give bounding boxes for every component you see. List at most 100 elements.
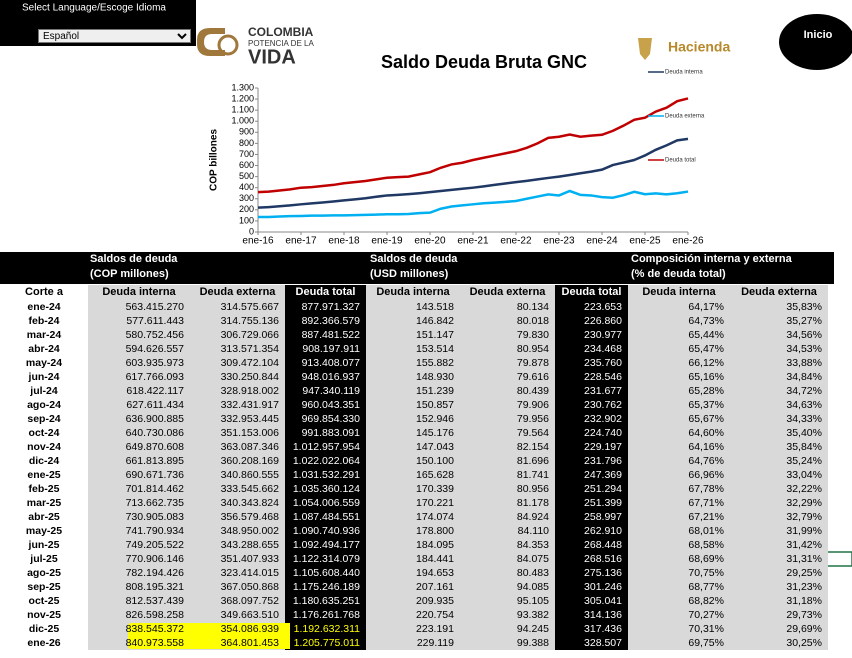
cell: 95.105 (517, 595, 549, 607)
cell: 1.092.494.177 (293, 539, 360, 551)
row-label: ago-25 (27, 567, 61, 579)
column-header: Deuda total (296, 286, 356, 298)
cell: 713.662.735 (126, 497, 185, 509)
cell: 317.436 (584, 623, 622, 635)
cell: 70,27% (688, 609, 724, 621)
cell: 226.860 (584, 315, 622, 327)
row-label: nov-24 (27, 441, 61, 453)
cell: 1.012.957.954 (293, 441, 360, 453)
cell: 1.105.608.440 (293, 567, 360, 579)
row-label: oct-24 (29, 427, 60, 439)
cell: 314.575.667 (221, 301, 280, 313)
y-tick-label: 100 (239, 215, 254, 225)
y-tick-label: 1.200 (231, 93, 254, 103)
cell: 79.830 (517, 329, 549, 341)
cell: 31,31% (786, 553, 822, 565)
cell: 81.696 (517, 455, 549, 467)
cell: 31,23% (786, 581, 822, 593)
row-label: ene-24 (27, 301, 60, 313)
cell: 251.399 (584, 497, 622, 509)
column-bg (555, 284, 628, 650)
y-tick-label: 800 (239, 138, 254, 148)
cell: 661.813.895 (126, 455, 185, 467)
cell: 150.857 (416, 399, 454, 411)
home-button[interactable] (779, 14, 852, 70)
cell: 35,83% (786, 301, 822, 313)
cell: 32,79% (786, 511, 822, 523)
row-label: dic-24 (29, 455, 60, 467)
cell: 223.653 (584, 301, 622, 313)
cell: 640.730.086 (126, 427, 185, 439)
cell: 79.906 (517, 399, 549, 411)
cell: 99.388 (517, 637, 549, 649)
row-label: feb-25 (29, 483, 60, 495)
cell: 340.343.824 (221, 497, 280, 509)
cell: 80.954 (517, 343, 549, 355)
cell: 65,28% (688, 385, 724, 397)
language-select[interactable]: Español (38, 29, 191, 43)
cell: 68,77% (688, 581, 724, 593)
cell: 33,88% (786, 357, 822, 369)
cell: 33,04% (786, 469, 822, 481)
x-tick-label: ene-19 (371, 236, 403, 247)
cell: 348.950.002 (221, 525, 280, 537)
column-header: Deuda interna (642, 286, 716, 298)
cell: 349.663.510 (221, 609, 280, 621)
cell: 1.122.314.079 (293, 553, 360, 565)
group-header: Composición interna y externa (631, 253, 793, 265)
cell: 84.110 (518, 525, 549, 537)
cell: 258.997 (584, 511, 622, 523)
row-label: sep-24 (27, 413, 60, 425)
row-label: oct-25 (29, 595, 60, 607)
x-tick-label: ene-20 (414, 236, 446, 247)
cell: 323.414.015 (221, 567, 280, 579)
cell: 328.507 (584, 637, 622, 649)
y-tick-label: 500 (239, 171, 254, 181)
x-tick-label: ene-18 (328, 236, 360, 247)
cell: 1.176.261.768 (293, 609, 360, 621)
column-bg (0, 284, 88, 650)
group-header: Saldos de deuda (90, 253, 178, 265)
column-header: Deuda externa (470, 286, 547, 298)
cell: 64,17% (688, 301, 724, 313)
cell: 178.800 (416, 525, 454, 537)
cell: 1.087.484.551 (293, 511, 360, 523)
cell: 146.842 (416, 315, 454, 327)
row-label: mar-24 (27, 329, 62, 341)
cell: 232.902 (584, 413, 622, 425)
legend-label: Deuda interna (665, 70, 703, 76)
chart-title: Saldo Deuda Bruta GNC (381, 52, 587, 72)
column-bg (285, 284, 366, 650)
cell: 170.339 (416, 483, 454, 495)
cell: 701.814.462 (126, 483, 185, 495)
x-tick-label: ene-24 (586, 236, 618, 247)
cell: 947.340.119 (302, 385, 360, 397)
series-line (258, 189, 689, 219)
cell: 356.579.468 (221, 511, 280, 523)
row-label: abr-24 (28, 343, 60, 355)
home-button-label[interactable]: Inicio (804, 29, 833, 41)
cell: 64,16% (688, 441, 724, 453)
cell: 80.134 (517, 301, 549, 313)
cell: 730.905.083 (126, 511, 185, 523)
x-tick-label: ene-17 (285, 236, 317, 247)
cell: 153.514 (416, 343, 454, 355)
column-bg (460, 284, 555, 650)
cell: 262.910 (584, 525, 622, 537)
x-tick-label: ene-26 (672, 236, 704, 247)
cell: 636.900.885 (126, 413, 185, 425)
cell: 1.090.740.936 (293, 525, 360, 537)
cell: 31,18% (786, 595, 822, 607)
cell: 1.175.246.189 (293, 581, 360, 593)
cell: 67,78% (688, 483, 724, 495)
cell: 808.195.321 (126, 581, 185, 593)
x-tick-label: ene-23 (543, 236, 575, 247)
row-label: abr-25 (28, 511, 60, 523)
cell: 234.468 (584, 343, 622, 355)
row-label: jun-24 (28, 371, 60, 383)
column-header: Deuda externa (741, 286, 818, 298)
cell: 34,72% (786, 385, 822, 397)
cell: 151.147 (416, 329, 454, 341)
cell: 333.545.662 (221, 483, 280, 495)
